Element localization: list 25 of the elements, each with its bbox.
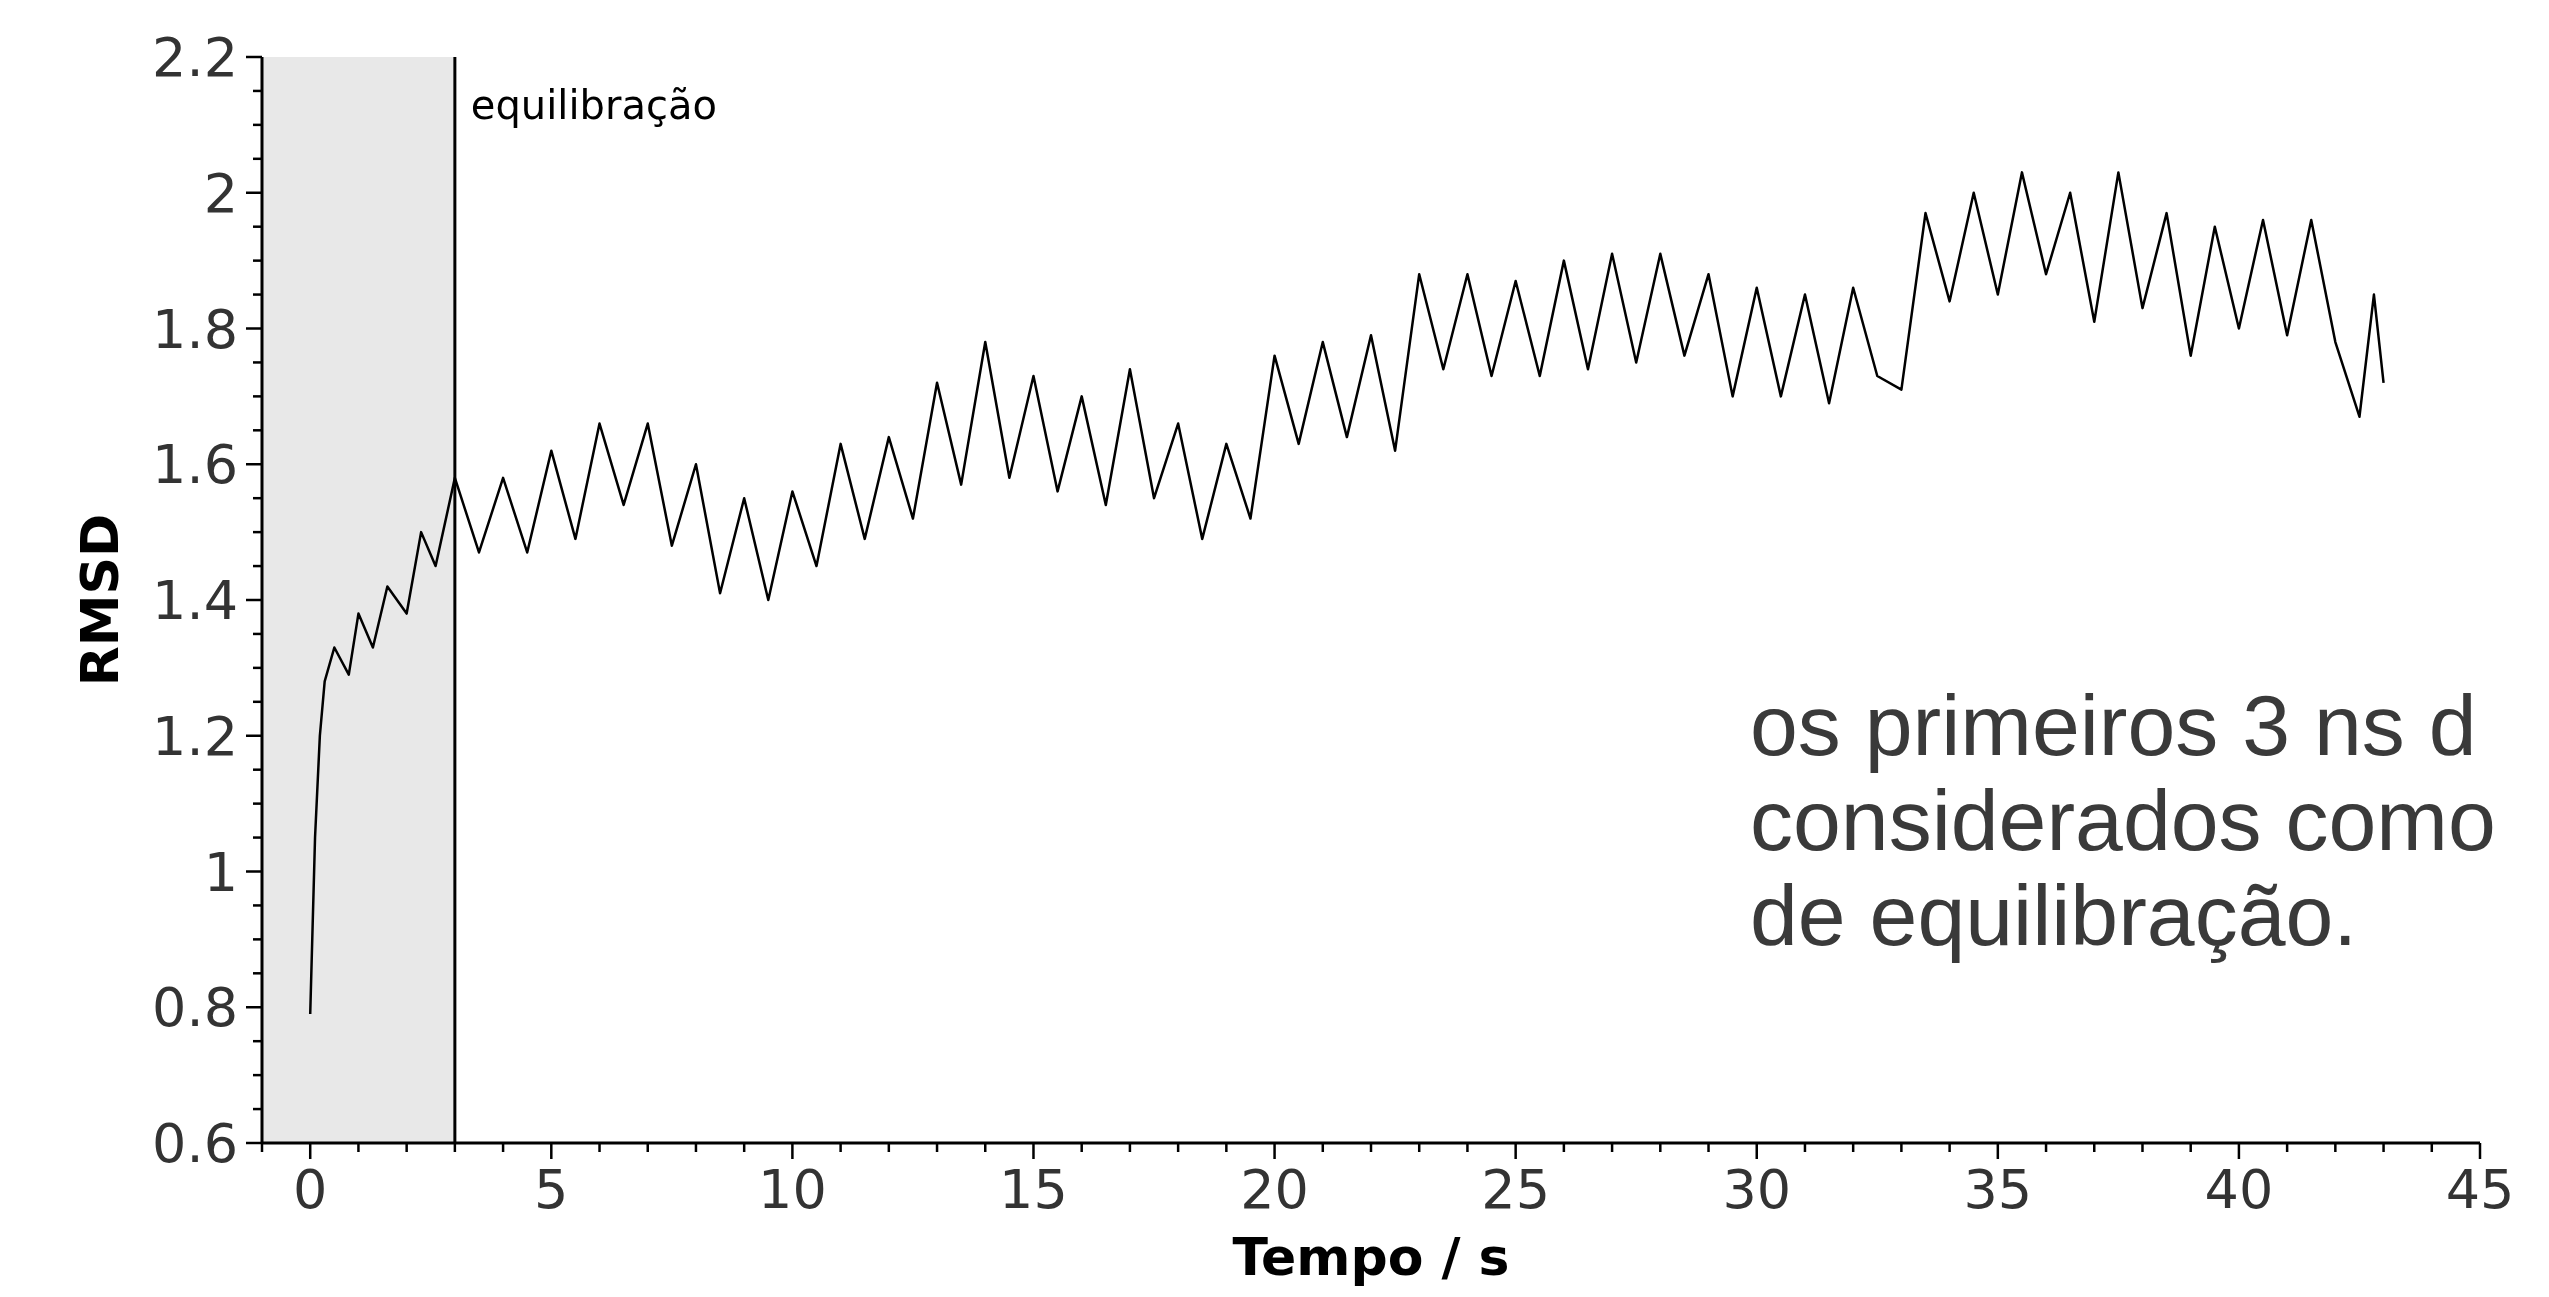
y-tick-label: 1.6 [152,433,238,497]
ref-line-label: equilibração [470,82,717,128]
x-tick-label: 30 [1722,1158,1792,1221]
y-tick-label: 1.2 [152,704,238,768]
y-axis-title: RMSD [70,513,130,687]
annotation: considerados como [1750,772,2496,868]
x-tick-label: 20 [1240,1158,1309,1221]
x-tick-label: 10 [758,1158,827,1221]
annotation: os primeiros 3 ns d [1750,677,2477,773]
y-tick-label: 1.8 [152,297,238,361]
x-tick-label: 35 [1963,1158,2033,1221]
x-tick-label: 5 [534,1158,569,1221]
y-tick-label: 1.4 [152,569,238,632]
y-tick-label: 1 [203,840,238,904]
y-tick-label: 0.6 [152,1112,238,1175]
x-tick-label: 0 [293,1158,328,1221]
y-tick-label: 2 [203,161,238,225]
annotation: de equilibração. [1750,867,2358,963]
y-tick-label: 2.2 [152,26,238,89]
x-tick-label: 15 [999,1158,1068,1221]
x-axis-title: Tempo / s [1232,1227,1510,1287]
y-tick-label: 0.8 [152,976,238,1040]
x-tick-label: 45 [2445,1158,2515,1221]
x-tick-label: 25 [1481,1158,1551,1221]
x-tick-label: 40 [2204,1158,2274,1221]
